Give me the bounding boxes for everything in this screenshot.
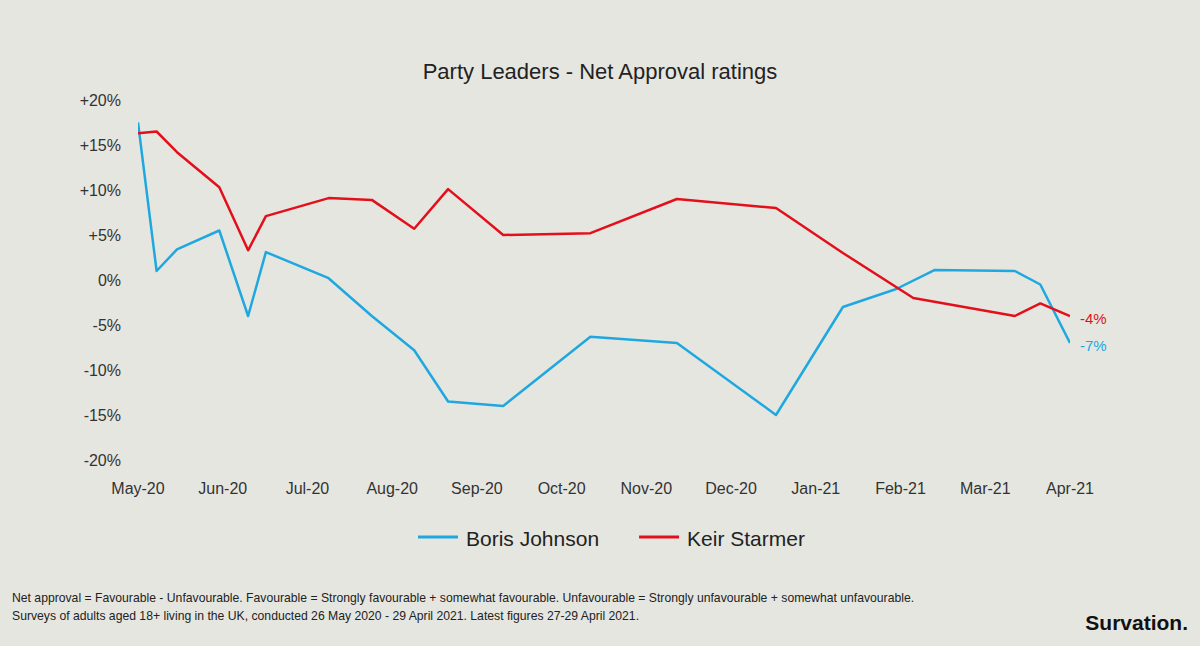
legend-label: Boris Johnson: [466, 527, 599, 550]
legend-label: Keir Starmer: [687, 527, 805, 550]
x-tick-label: May-20: [111, 480, 164, 497]
chart: Party Leaders - Net Approval ratings +20%…: [0, 0, 1200, 646]
x-tick-label: Dec-20: [705, 480, 757, 497]
legend-swatch: [639, 536, 679, 539]
x-tick-label: Sep-20: [451, 480, 503, 497]
y-tick-label: +5%: [89, 227, 121, 244]
y-tick-label: -5%: [93, 317, 121, 334]
x-tick-label: Jul-20: [286, 480, 330, 497]
y-tick-label: 0%: [98, 272, 121, 289]
footnote: Surveys of adults aged 18+ living in the…: [12, 609, 639, 623]
source-logo: Survation.: [1085, 611, 1188, 634]
footnote: Net approval = Favourable - Unfavourable…: [12, 591, 914, 605]
series-line: [138, 123, 1070, 416]
y-tick-label: +10%: [80, 182, 121, 199]
x-tick-label: Feb-21: [875, 480, 926, 497]
x-tick-label: Aug-20: [366, 480, 418, 497]
plot-area: [138, 123, 1070, 416]
x-tick-label: Jan-21: [791, 480, 840, 497]
y-tick-label: +20%: [80, 92, 121, 109]
series-line: [138, 132, 1070, 317]
x-tick-label: Apr-21: [1046, 480, 1094, 497]
y-tick-label: -15%: [84, 407, 121, 424]
y-tick-label: +15%: [80, 137, 121, 154]
x-tick-label: Mar-21: [960, 480, 1011, 497]
y-tick-label: -10%: [84, 362, 121, 379]
x-tick-label: Nov-20: [621, 480, 673, 497]
y-tick-label: -20%: [84, 452, 121, 469]
legend-swatch: [418, 536, 458, 539]
background: [0, 0, 1200, 646]
x-tick-label: Jun-20: [198, 480, 247, 497]
x-tick-label: Oct-20: [538, 480, 586, 497]
title: Party Leaders - Net Approval ratings: [423, 59, 778, 84]
end-label: -4%: [1080, 310, 1107, 327]
end-label: -7%: [1080, 337, 1107, 354]
